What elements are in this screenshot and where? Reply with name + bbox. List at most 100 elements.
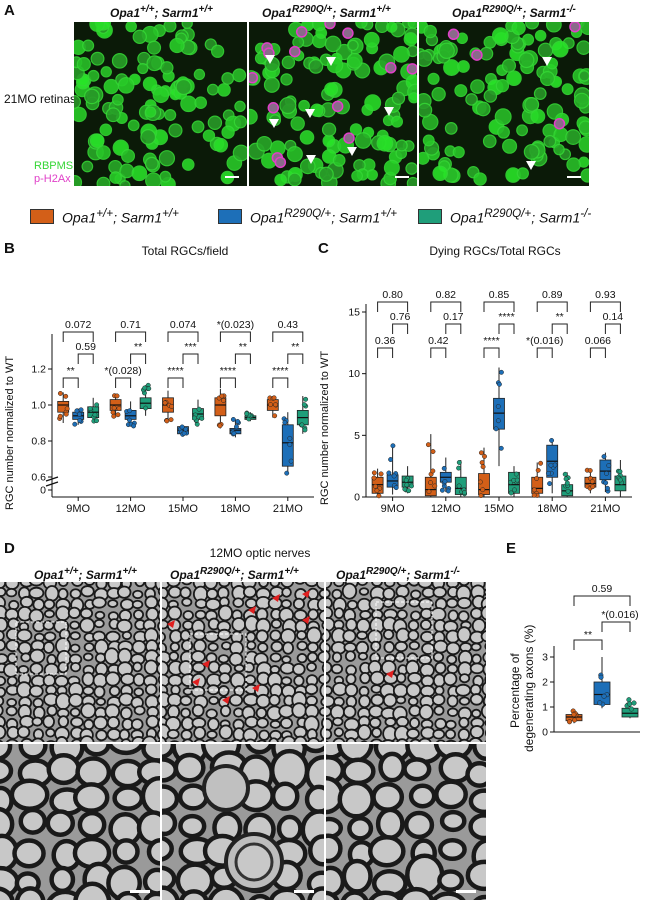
axon xyxy=(307,886,324,900)
degenerating-axon-inner xyxy=(234,842,274,882)
geno-base: Opa1 xyxy=(336,568,367,582)
sig-label: 0.42 xyxy=(428,335,449,347)
data-point xyxy=(372,483,378,489)
rgc-cell xyxy=(131,165,148,182)
axon xyxy=(473,894,486,900)
data-point xyxy=(566,719,573,725)
axon xyxy=(419,619,432,631)
rgc-cell xyxy=(140,129,157,145)
rgc-cell xyxy=(347,39,359,52)
axon xyxy=(157,609,160,622)
axon xyxy=(162,744,176,760)
dying-cell xyxy=(447,28,460,41)
axon xyxy=(104,671,121,687)
panel-c-chart: 15 10 5 0 9MO 0.80 0.76 0.36 12MO 0.82 0.17 0.42 15M… xyxy=(348,289,632,515)
axon xyxy=(5,705,18,717)
axon xyxy=(162,631,166,643)
rgc-cell xyxy=(145,106,157,118)
sig-label: ** xyxy=(239,341,247,353)
rgc-cell xyxy=(576,40,589,55)
sig-bracket xyxy=(589,301,621,312)
axon xyxy=(167,585,182,599)
axon xyxy=(269,582,281,588)
geno-rest: ; Sarm1 xyxy=(240,568,285,582)
dying-cell xyxy=(295,26,308,38)
axon xyxy=(144,683,158,696)
arrowhead-marker xyxy=(269,119,279,128)
geno-sup2: +/+ xyxy=(380,207,398,220)
axon xyxy=(357,651,369,661)
scale-bar xyxy=(225,176,239,178)
axon xyxy=(434,685,445,696)
axon xyxy=(420,726,436,740)
panel-d-genotype-1: Opa1+/+; Sarm1+/+ xyxy=(34,566,137,582)
sig-bracket xyxy=(601,621,631,632)
rgc-cell xyxy=(308,59,324,74)
scale-bar xyxy=(567,176,581,178)
axon xyxy=(244,738,257,742)
axon xyxy=(220,740,232,742)
data-point xyxy=(115,412,121,418)
rgc-cell xyxy=(419,50,433,67)
axon xyxy=(255,707,268,719)
rgc-cell xyxy=(249,108,258,125)
sig-label: 0.93 xyxy=(595,289,616,301)
axon xyxy=(69,620,81,630)
panel-e-chart: 3 2 1 0 0.59 *(0.016) ** xyxy=(542,583,640,739)
rgc-cell xyxy=(332,154,346,167)
axon xyxy=(402,757,432,782)
axon xyxy=(43,609,55,619)
degenerating-axon xyxy=(202,764,250,812)
axon xyxy=(326,588,331,599)
axon xyxy=(480,703,486,719)
axon xyxy=(472,744,486,762)
sig-label: *(0.023) xyxy=(217,319,254,331)
axon xyxy=(319,738,324,742)
axon xyxy=(42,714,55,729)
sig-label: **** xyxy=(498,311,514,323)
sig-label: 0.59 xyxy=(75,341,96,353)
axon xyxy=(326,694,336,708)
axon xyxy=(205,597,222,611)
rgc-cell xyxy=(376,134,394,152)
axon xyxy=(242,585,257,599)
rgc-cell xyxy=(279,96,297,115)
data-point xyxy=(442,478,448,484)
rgc-cell xyxy=(516,167,529,180)
panel-a-genotype-2: Opa1R290Q/+; Sarm1+/+ xyxy=(262,4,391,20)
data-point xyxy=(432,483,438,489)
sig-label: **** xyxy=(272,365,288,377)
axon xyxy=(382,693,398,708)
box xyxy=(493,397,505,430)
geno-base: Opa1 xyxy=(110,6,141,20)
axon xyxy=(57,715,70,728)
axon xyxy=(293,674,305,687)
data-point xyxy=(512,487,517,493)
panel-d-letter: D xyxy=(4,540,15,557)
retina-micrograph-2 xyxy=(249,22,417,186)
rgc-cell xyxy=(96,176,111,186)
axon xyxy=(82,652,94,662)
axon xyxy=(112,785,145,811)
sig-label: 0.36 xyxy=(375,335,396,347)
data-point xyxy=(378,471,384,477)
axon xyxy=(157,641,160,651)
data-point xyxy=(601,454,607,460)
rgc-cell xyxy=(89,22,105,32)
axon xyxy=(436,739,446,742)
geno-sup2: +/+ xyxy=(122,566,137,577)
rgc-cell xyxy=(495,79,510,93)
axon xyxy=(444,728,457,740)
micrograph-cells xyxy=(74,22,247,186)
rgc-cell xyxy=(263,76,280,93)
rgc-cell xyxy=(111,93,124,106)
data-point xyxy=(235,419,241,424)
legend-label-wt: Opa1+/+; Sarm1+/+ xyxy=(62,207,179,226)
data-point xyxy=(478,493,484,499)
axon xyxy=(0,586,7,597)
axon xyxy=(81,671,95,687)
axon xyxy=(156,662,160,676)
sig-bracket xyxy=(430,347,447,358)
x-tick-label: 21MO xyxy=(273,503,303,515)
rgc-cell xyxy=(256,135,273,152)
